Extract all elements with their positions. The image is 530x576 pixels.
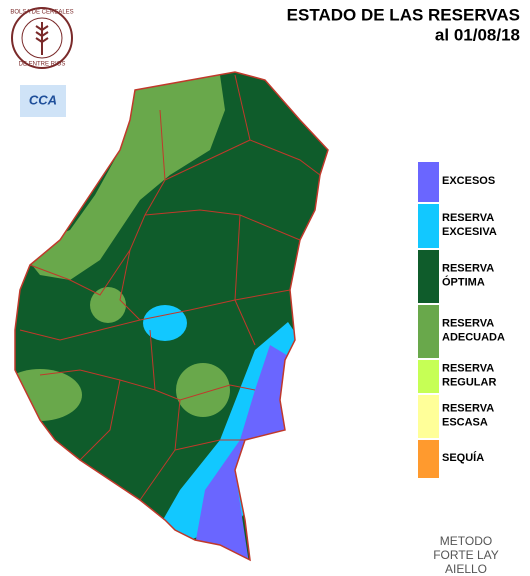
legend-swatch xyxy=(418,440,439,478)
legend-label: EXCESOS xyxy=(442,175,495,187)
legend-label: EXCESIVA xyxy=(442,226,497,238)
legend-label: ÓPTIMA xyxy=(442,275,485,288)
legend-swatch xyxy=(418,360,439,393)
legend-swatch xyxy=(418,250,439,303)
legend-label: REGULAR xyxy=(442,376,496,388)
legend-label: RESERVA xyxy=(442,212,494,224)
legend-swatch xyxy=(418,395,439,438)
legend: EXCESOSRESERVAEXCESIVARESERVAÓPTIMARESER… xyxy=(418,162,505,478)
legend-label: RESERVA xyxy=(442,402,494,414)
map xyxy=(14,71,329,562)
date: al 01/08/18 xyxy=(435,25,520,44)
cca-logo: CCA xyxy=(20,85,66,117)
legend-swatch xyxy=(418,162,439,202)
legend-label: SEQUÍA xyxy=(442,451,484,464)
bolsa-text: DE ENTRE RIOS xyxy=(19,62,66,68)
legend-label: ADECUADA xyxy=(442,331,505,343)
cca-text: CCA xyxy=(29,92,57,107)
method-text: AIELLO xyxy=(445,562,487,576)
title: ESTADO DE LAS RESERVAS xyxy=(287,5,520,24)
legend-swatch xyxy=(418,204,439,248)
legend-label: RESERVA xyxy=(442,362,494,374)
legend-label: RESERVA xyxy=(442,317,494,329)
legend-swatch xyxy=(418,305,439,358)
method-text: METODO xyxy=(440,534,492,548)
legend-label: RESERVA xyxy=(442,262,494,274)
legend-label: ESCASA xyxy=(442,416,488,428)
method-text: FORTE LAY xyxy=(433,548,499,562)
bolsa-logo: BOLSA DE CEREALES DE ENTRE RIOS xyxy=(10,7,74,69)
bolsa-text: BOLSA DE CEREALES xyxy=(10,10,73,16)
